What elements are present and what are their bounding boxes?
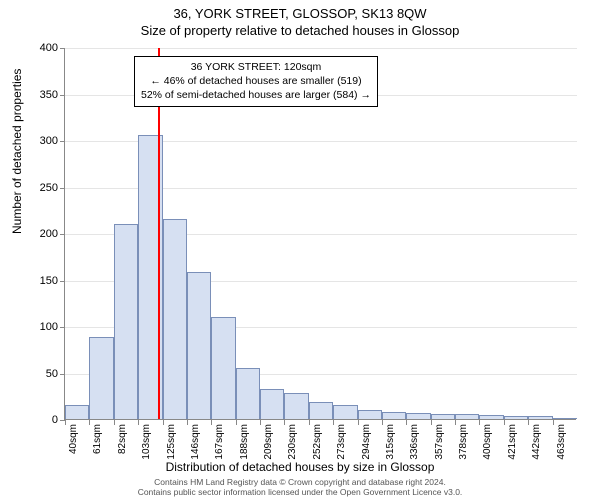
xtick-mark	[333, 420, 334, 425]
attribution: Contains HM Land Registry data © Crown c…	[0, 477, 600, 497]
histogram-bar	[187, 272, 211, 419]
histogram-bar	[284, 393, 308, 419]
chart-area: 05010015020025030035040040sqm61sqm82sqm1…	[64, 48, 576, 420]
xtick-label: 188sqm	[239, 424, 250, 460]
xtick-mark	[553, 420, 554, 425]
ytick-label: 300	[18, 135, 58, 147]
annotation-line2: ← 46% of detached houses are smaller (51…	[141, 74, 371, 88]
ytick-label: 350	[18, 89, 58, 101]
xtick-mark	[65, 420, 66, 425]
xtick-mark	[163, 420, 164, 425]
ytick-mark	[60, 374, 65, 375]
histogram-bar	[236, 368, 260, 419]
histogram-bar	[260, 389, 284, 419]
xtick-label: 252sqm	[312, 424, 323, 460]
ytick-label: 150	[18, 275, 58, 287]
histogram-bar	[333, 405, 357, 419]
ytick-mark	[60, 327, 65, 328]
xtick-label: 400sqm	[482, 424, 493, 460]
histogram-bar	[382, 412, 406, 419]
ytick-mark	[60, 188, 65, 189]
histogram-bar	[309, 402, 333, 419]
ytick-mark	[60, 234, 65, 235]
xtick-mark	[211, 420, 212, 425]
ytick-label: 250	[18, 182, 58, 194]
xtick-mark	[236, 420, 237, 425]
xtick-label: 273sqm	[336, 424, 347, 460]
ytick-label: 0	[18, 414, 58, 426]
gridline	[65, 48, 577, 49]
xtick-label: 463sqm	[556, 424, 567, 460]
xtick-label: 230sqm	[287, 424, 298, 460]
xtick-mark	[479, 420, 480, 425]
xtick-mark	[358, 420, 359, 425]
histogram-bar	[431, 414, 455, 419]
ytick-label: 50	[18, 368, 58, 380]
xtick-label: 125sqm	[166, 424, 177, 460]
xtick-mark	[138, 420, 139, 425]
histogram-bar	[89, 337, 113, 419]
annotation-line3: 52% of semi-detached houses are larger (…	[141, 88, 371, 102]
xtick-label: 209sqm	[263, 424, 274, 460]
xtick-label: 61sqm	[92, 424, 103, 454]
xtick-mark	[187, 420, 188, 425]
xtick-label: 378sqm	[458, 424, 469, 460]
xtick-label: 315sqm	[385, 424, 396, 460]
xtick-label: 167sqm	[214, 424, 225, 460]
xtick-mark	[382, 420, 383, 425]
xtick-mark	[504, 420, 505, 425]
xtick-mark	[284, 420, 285, 425]
histogram-bar	[65, 405, 89, 419]
xtick-label: 294sqm	[361, 424, 372, 460]
annotation-box: 36 YORK STREET: 120sqm ← 46% of detached…	[134, 56, 378, 107]
xtick-mark	[455, 420, 456, 425]
xtick-label: 357sqm	[434, 424, 445, 460]
xtick-label: 82sqm	[117, 424, 128, 454]
xtick-label: 103sqm	[141, 424, 152, 460]
xtick-label: 336sqm	[409, 424, 420, 460]
chart-subtitle: Size of property relative to detached ho…	[0, 21, 600, 38]
xtick-mark	[260, 420, 261, 425]
histogram-bar	[114, 224, 138, 419]
xtick-mark	[528, 420, 529, 425]
xtick-mark	[114, 420, 115, 425]
ytick-label: 400	[18, 42, 58, 54]
histogram-bar	[163, 219, 187, 419]
histogram-bar	[358, 410, 382, 419]
xtick-mark	[406, 420, 407, 425]
annotation-line1: 36 YORK STREET: 120sqm	[141, 60, 371, 74]
ytick-label: 100	[18, 321, 58, 333]
xtick-label: 442sqm	[531, 424, 542, 460]
xtick-label: 146sqm	[190, 424, 201, 460]
xtick-mark	[309, 420, 310, 425]
xtick-label: 421sqm	[507, 424, 518, 460]
x-axis-label: Distribution of detached houses by size …	[0, 460, 600, 474]
histogram-bar	[528, 416, 552, 419]
ytick-mark	[60, 95, 65, 96]
address-title: 36, YORK STREET, GLOSSOP, SK13 8QW	[0, 0, 600, 21]
xtick-mark	[431, 420, 432, 425]
ytick-mark	[60, 48, 65, 49]
xtick-label: 40sqm	[68, 424, 79, 454]
histogram-bar	[479, 415, 503, 419]
ytick-label: 200	[18, 228, 58, 240]
histogram-bar	[455, 414, 479, 419]
ytick-mark	[60, 281, 65, 282]
histogram-bar	[553, 418, 577, 419]
xtick-mark	[89, 420, 90, 425]
histogram-bar	[406, 413, 430, 419]
attribution-line2: Contains public sector information licen…	[0, 487, 600, 497]
histogram-bar	[504, 416, 528, 419]
attribution-line1: Contains HM Land Registry data © Crown c…	[0, 477, 600, 487]
ytick-mark	[60, 141, 65, 142]
histogram-bar	[211, 317, 235, 419]
